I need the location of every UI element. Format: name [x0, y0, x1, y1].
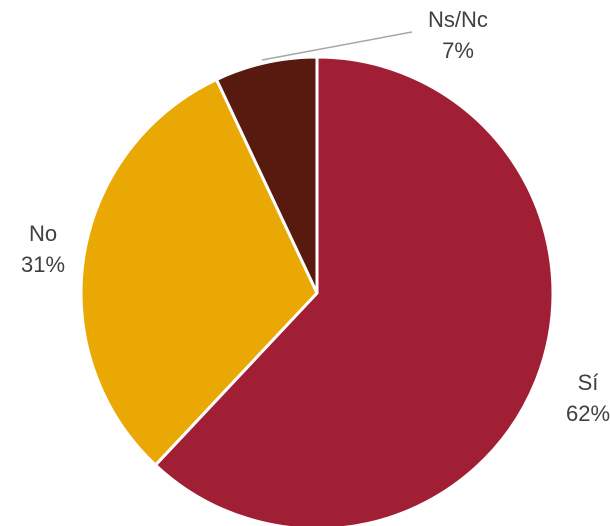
slice-labels: Sí 62% No 31% Ns/Nc 7%: [21, 7, 610, 426]
slice-label-ns-nc-value: 7%: [442, 38, 474, 63]
ns-nc-leader-line: [261, 31, 413, 61]
slice-label-ns-nc-name: Ns/Nc: [428, 7, 488, 32]
pie-slice-ns-nc: [215, 55, 319, 295]
pie-slice-no: [79, 77, 319, 467]
slice-label-no-name: No: [29, 221, 57, 246]
pie-slice-sí: [153, 55, 555, 526]
slice-label-no-value: 31%: [21, 252, 65, 277]
slice-label-si-value: 62%: [566, 401, 610, 426]
slice-label-si-name: Sí: [578, 370, 599, 395]
pie-slices: [79, 55, 555, 526]
